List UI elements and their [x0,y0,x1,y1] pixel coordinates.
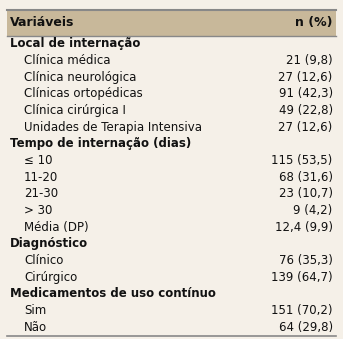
Text: 11-20: 11-20 [24,171,58,184]
Text: Clínica médica: Clínica médica [24,54,110,67]
Text: Variáveis: Variáveis [10,16,75,29]
Text: 49 (22,8): 49 (22,8) [279,104,333,117]
Text: 27 (12,6): 27 (12,6) [279,71,333,84]
Text: Diagnóstico: Diagnóstico [10,237,88,251]
Text: Local de internação: Local de internação [10,37,141,51]
Text: Média (DP): Média (DP) [24,221,88,234]
Text: 139 (64,7): 139 (64,7) [271,271,333,284]
Text: 27 (12,6): 27 (12,6) [279,121,333,134]
Text: Medicamentos de uso contínuo: Medicamentos de uso contínuo [10,287,216,300]
Text: n (%): n (%) [295,16,333,29]
Text: Não: Não [24,321,47,334]
Text: ≤ 10: ≤ 10 [24,154,52,167]
Text: 151 (70,2): 151 (70,2) [271,304,333,317]
Text: 68 (31,6): 68 (31,6) [279,171,333,184]
Text: Sim: Sim [24,304,46,317]
Text: Clínica neurológica: Clínica neurológica [24,71,137,84]
Text: Clínicas ortopédicas: Clínicas ortopédicas [24,87,143,100]
Bar [7,10,336,36]
Text: Clínico: Clínico [24,254,63,267]
Text: 23 (10,7): 23 (10,7) [279,187,333,200]
Text: 9 (4,2): 9 (4,2) [294,204,333,217]
Text: Clínica cirúrgica I: Clínica cirúrgica I [24,104,126,117]
Text: 76 (35,3): 76 (35,3) [279,254,333,267]
Text: 91 (42,3): 91 (42,3) [279,87,333,100]
Text: 12,4 (9,9): 12,4 (9,9) [275,221,333,234]
Text: Unidades de Terapia Intensiva: Unidades de Terapia Intensiva [24,121,202,134]
Text: Tempo de internação (dias): Tempo de internação (dias) [10,137,191,151]
Text: 21-30: 21-30 [24,187,58,200]
Text: > 30: > 30 [24,204,52,217]
Text: 115 (53,5): 115 (53,5) [271,154,333,167]
Text: 21 (9,8): 21 (9,8) [286,54,333,67]
Text: Cirúrgico: Cirúrgico [24,271,77,284]
Text: 64 (29,8): 64 (29,8) [279,321,333,334]
